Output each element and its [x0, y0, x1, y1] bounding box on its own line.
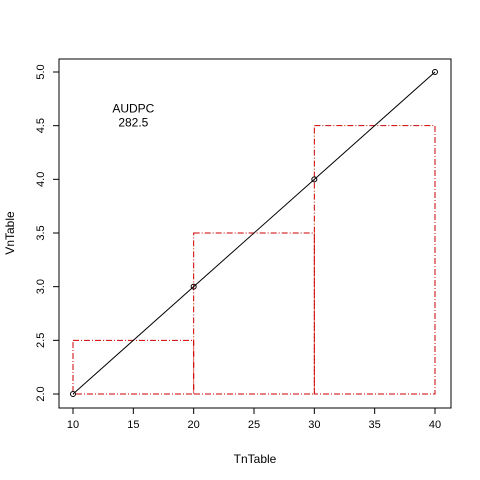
audpc-label: AUDPC	[112, 101, 154, 115]
y-tick-label-4: 3.5	[35, 225, 47, 240]
x-tick-label-5: 30	[308, 419, 320, 431]
data-point-3	[311, 176, 318, 183]
y-axis: 2.0 2.5 3.0 3.5 4.0 4.5 5.0	[35, 64, 60, 402]
y-tick-label-3: 3.0	[35, 279, 47, 294]
audpc-box-2	[193, 232, 315, 395]
audpc-box-1	[72, 339, 195, 395]
x-tick-label-1: 10	[67, 419, 79, 431]
data-point-2	[190, 283, 197, 290]
y-tick-label-1: 2.0	[35, 386, 47, 401]
audpc-box-3	[313, 125, 436, 395]
x-tick-label-6: 35	[369, 419, 381, 431]
x-tick-label-7: 40	[429, 419, 441, 431]
series-line	[72, 71, 436, 395]
audpc-boxes	[72, 125, 436, 395]
series-line-layer	[70, 69, 438, 397]
y-tick-label-5: 4.0	[35, 172, 47, 187]
audpc-value: 282.5	[118, 115, 148, 129]
x-axis: 10 15 20 25 30 35 40	[67, 407, 441, 431]
x-axis-label: TnTable	[234, 452, 277, 466]
x-tick-label-2: 15	[127, 419, 139, 431]
data-point-1	[70, 391, 76, 397]
x-tick-label-3: 20	[188, 419, 200, 431]
y-tick-label-2: 2.5	[35, 333, 47, 348]
y-tick-label-6: 4.5	[35, 118, 47, 133]
y-tick-label-7: 5.0	[35, 64, 47, 79]
data-point-4	[432, 69, 438, 75]
x-tick-label-4: 25	[248, 419, 260, 431]
y-axis-label: VnTable	[3, 211, 17, 255]
